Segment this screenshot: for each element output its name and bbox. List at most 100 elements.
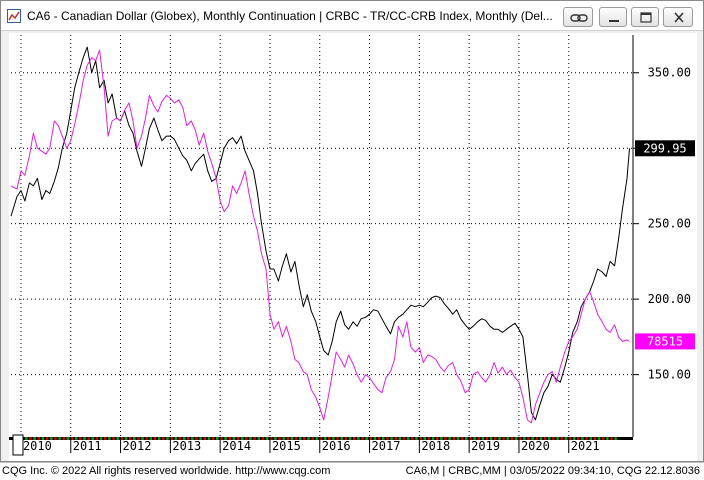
month-marker bbox=[315, 437, 319, 440]
x-tick-label: 2020 bbox=[521, 439, 550, 453]
month-marker bbox=[153, 437, 157, 440]
month-marker bbox=[523, 437, 526, 440]
month-marker bbox=[581, 437, 584, 440]
month-marker bbox=[41, 437, 45, 440]
month-marker bbox=[95, 437, 99, 440]
month-marker bbox=[465, 437, 468, 440]
month-marker bbox=[307, 437, 310, 440]
month-marker bbox=[108, 437, 111, 440]
month-marker bbox=[79, 437, 82, 440]
month-marker bbox=[166, 437, 169, 440]
month-marker bbox=[99, 437, 103, 440]
month-marker bbox=[543, 437, 547, 440]
month-marker bbox=[502, 437, 505, 440]
link-button[interactable] bbox=[563, 7, 593, 27]
cad-last-value: 78515 bbox=[647, 334, 683, 348]
x-axis: 2010 2011 2012 2013 2014 2015 2016 2017 2018 2019… bbox=[9, 437, 633, 453]
month-marker bbox=[535, 437, 539, 440]
x-tick-label: 2012 bbox=[123, 439, 152, 453]
month-marker bbox=[25, 437, 28, 440]
month-marker bbox=[427, 437, 431, 440]
month-marker bbox=[299, 437, 302, 440]
month-marker bbox=[133, 437, 136, 440]
month-marker bbox=[37, 437, 41, 440]
month-marker bbox=[394, 437, 397, 440]
month-marker bbox=[398, 437, 402, 440]
scroll-handle[interactable] bbox=[12, 434, 24, 456]
month-marker bbox=[348, 437, 352, 440]
month-marker bbox=[74, 437, 78, 440]
month-marker bbox=[481, 437, 485, 440]
month-marker bbox=[489, 437, 493, 440]
month-marker bbox=[328, 437, 331, 440]
month-marker bbox=[485, 437, 489, 440]
month-marker bbox=[572, 437, 576, 440]
minimize-button[interactable] bbox=[599, 7, 627, 27]
month-marker bbox=[577, 437, 580, 440]
y-axis-labels: 150.00 200.00 250.00 350.00 bbox=[648, 66, 691, 382]
month-marker bbox=[552, 437, 555, 440]
maximize-button[interactable] bbox=[631, 7, 659, 27]
month-marker bbox=[103, 437, 107, 440]
month-marker bbox=[344, 437, 348, 440]
month-marker bbox=[556, 437, 559, 440]
month-marker bbox=[282, 437, 285, 440]
month-marker bbox=[269, 437, 273, 440]
crbc-series-line bbox=[10, 46, 630, 421]
y-tick-label: 250.00 bbox=[648, 217, 691, 231]
month-marker bbox=[564, 437, 568, 440]
crbc-last-value: 299.95 bbox=[643, 141, 686, 155]
close-icon bbox=[674, 12, 684, 23]
month-marker bbox=[66, 437, 70, 440]
y-tick-label: 150.00 bbox=[648, 368, 691, 382]
month-marker bbox=[382, 437, 385, 440]
cad-last-badge bbox=[635, 333, 695, 350]
month-marker bbox=[498, 437, 501, 440]
month-marker bbox=[116, 437, 119, 440]
month-marker bbox=[174, 437, 177, 440]
month-marker bbox=[431, 437, 435, 440]
month-marker bbox=[62, 437, 65, 440]
month-marker bbox=[199, 437, 202, 440]
month-marker bbox=[585, 437, 588, 440]
month-marker bbox=[211, 437, 215, 440]
month-marker bbox=[45, 437, 49, 440]
month-marker bbox=[58, 437, 61, 440]
title-bar[interactable]: CA6 - Canadian Dollar (Globex), Monthly … bbox=[1, 1, 703, 31]
month-marker bbox=[120, 437, 124, 440]
month-marker bbox=[568, 437, 572, 440]
month-marker bbox=[83, 437, 86, 440]
maximize-icon bbox=[640, 12, 652, 23]
month-marker bbox=[589, 437, 592, 440]
chart-area[interactable]: 150.00 200.00 250.00 350.00 2010 2011 2012 201… bbox=[9, 33, 697, 461]
month-marker bbox=[402, 437, 406, 440]
month-marker bbox=[286, 437, 290, 440]
month-marker bbox=[469, 437, 472, 440]
month-marker bbox=[294, 437, 298, 440]
month-marker bbox=[145, 437, 148, 440]
month-marker bbox=[195, 437, 198, 440]
month-marker bbox=[518, 437, 522, 440]
x-tick-label: 2021 bbox=[571, 439, 600, 453]
month-marker bbox=[91, 437, 94, 440]
month-marker bbox=[473, 437, 476, 440]
x-tick-label: 2011 bbox=[73, 439, 102, 453]
month-marker bbox=[207, 437, 211, 440]
month-marker bbox=[50, 437, 53, 440]
month-marker bbox=[610, 437, 613, 440]
month-marker bbox=[514, 437, 518, 440]
month-marker bbox=[124, 437, 128, 440]
y-tick-label: 350.00 bbox=[648, 66, 691, 80]
month-marker bbox=[494, 437, 497, 440]
month-marker bbox=[527, 437, 530, 440]
cad-series-line bbox=[10, 49, 630, 424]
month-marker bbox=[352, 437, 356, 440]
month-marker bbox=[440, 437, 443, 440]
month-marker bbox=[311, 437, 314, 440]
month-marker bbox=[506, 437, 509, 440]
link-icon bbox=[570, 14, 588, 22]
close-button[interactable] bbox=[663, 7, 693, 27]
month-marker bbox=[232, 437, 236, 440]
x-tick-label: 2013 bbox=[172, 439, 201, 453]
